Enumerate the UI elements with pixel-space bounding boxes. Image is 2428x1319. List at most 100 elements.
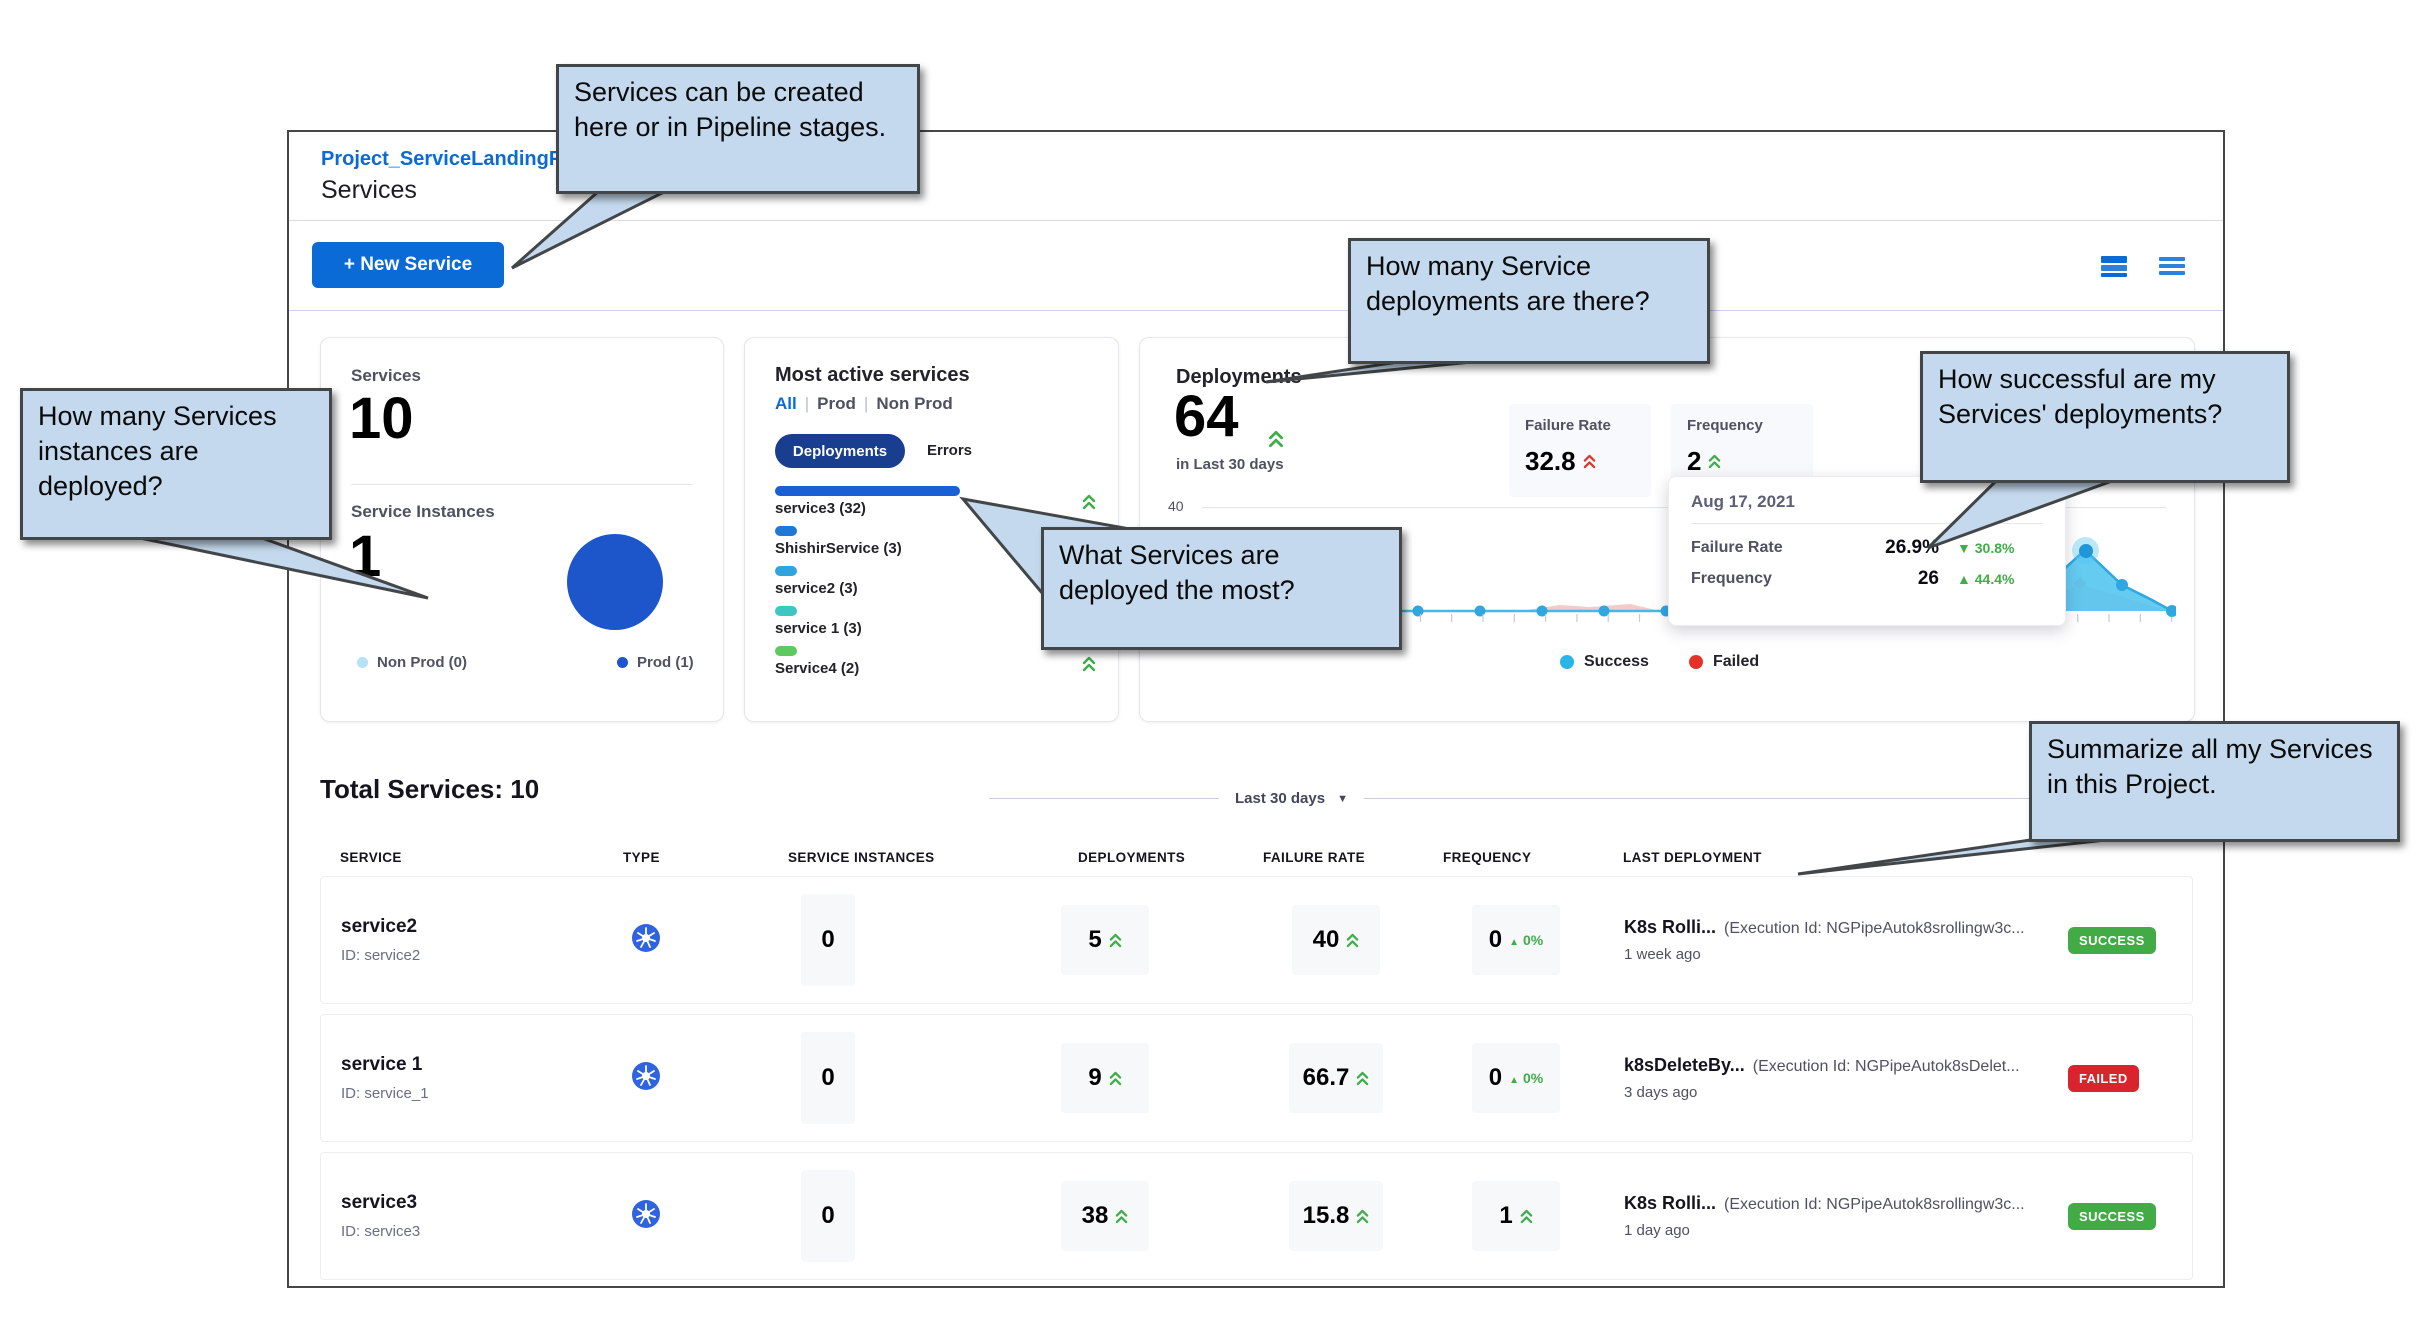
app-window: Project_ServiceLandingPag Services + New…	[287, 130, 2225, 1288]
active-service-bar: ShishirService (3)	[775, 526, 1055, 557]
breadcrumb[interactable]: Project_ServiceLandingPag	[321, 148, 586, 170]
bar-shape	[775, 486, 960, 496]
card-divider	[351, 484, 693, 485]
frequency-change: ▲ 0%	[1509, 1070, 1544, 1086]
chevrons-up-icon	[1109, 1071, 1121, 1085]
highlighted-data-point	[2072, 537, 2099, 564]
filter-prod[interactable]: Prod	[817, 394, 856, 413]
bar-shape	[775, 566, 797, 576]
callout-create-services: Services can be created here or in Pipel…	[556, 64, 920, 194]
kubernetes-icon	[632, 923, 660, 952]
col-service[interactable]: SERVICE	[340, 849, 402, 865]
failed-dot	[1688, 655, 1703, 669]
tooltip-frequency-change: ▲ 44.4%	[1957, 571, 2015, 587]
active-service-bar: service 1 (3)	[775, 606, 1055, 637]
table-row[interactable]: service 1 ID: service_1 0 9 66.7 0 ▲ 0% k8sDele…	[320, 1014, 2193, 1142]
chevrons-up-icon	[1583, 454, 1595, 469]
success-dot	[1560, 655, 1574, 669]
bar-label: service2 (3)	[775, 580, 858, 597]
table-row[interactable]: service3 ID: service3 0 38 15.8 1 K8s Rolli...…	[320, 1152, 2193, 1280]
y-axis-tick: 40	[1168, 498, 1184, 514]
bar-label: ShishirService (3)	[775, 540, 902, 557]
status-badge: SUCCESS	[2068, 926, 2156, 954]
chevrons-up-icon	[1357, 1071, 1369, 1085]
active-service-bar: Service4 (2)	[775, 646, 1055, 677]
instances-donut-chart	[567, 534, 663, 630]
failure-rate-label: Failure Rate	[1525, 417, 1611, 434]
chevrons-up-icon	[1109, 933, 1121, 947]
chevrons-up-icon	[1357, 1209, 1369, 1223]
chart-legend: Success Failed	[1560, 653, 1759, 671]
tooltip-frequency-label: Frequency	[1691, 570, 1772, 587]
filter-nonprod[interactable]: Non Prod	[876, 394, 953, 413]
deployment-time: 1 week ago	[1624, 946, 1701, 963]
chevron-down-icon[interactable]: ▼	[1337, 792, 1348, 805]
nonprod-dot	[357, 657, 368, 668]
col-service-instances[interactable]: SERVICE INSTANCES	[788, 849, 935, 865]
new-service-button[interactable]: + New Service	[312, 242, 504, 288]
grid-view-icon[interactable]	[2099, 254, 2129, 278]
services-label: Services	[351, 366, 421, 385]
frequency-value: 0 ▲ 0%	[1472, 905, 1560, 975]
callout-most-deployed: What Services are deployed the most?	[1041, 527, 1402, 650]
services-count: 10	[349, 386, 414, 451]
chevrons-up-icon	[1268, 430, 1284, 453]
bar-shape	[775, 526, 797, 536]
failure-rate-value: 32.8	[1525, 446, 1576, 476]
list-view-icon[interactable]	[2157, 254, 2187, 278]
tooltip-frequency-value: 26	[1917, 568, 1939, 589]
table-header-row: SERVICE TYPE SERVICE INSTANCES DEPLOYMEN…	[320, 838, 2193, 876]
col-frequency[interactable]: FREQUENCY	[1443, 849, 1532, 865]
service-name[interactable]: service3	[341, 1192, 418, 1213]
chevrons-up-icon	[1082, 494, 1096, 515]
chevrons-up-icon	[1082, 656, 1096, 677]
col-type[interactable]: TYPE	[623, 849, 660, 865]
deployment-time: 3 days ago	[1624, 1084, 1698, 1101]
failure-rate-value: 40	[1292, 905, 1380, 975]
active-service-bar: service3 (32)	[775, 486, 1055, 517]
legend-success-label: Success	[1584, 653, 1649, 670]
frequency-value: 2	[1687, 446, 1702, 476]
page-title: Services	[321, 176, 417, 204]
bar-shape	[775, 606, 797, 616]
deployments-toggle[interactable]: Deployments	[775, 434, 905, 468]
col-failure-rate[interactable]: FAILURE RATE	[1263, 849, 1366, 865]
chevrons-up-icon	[1116, 1209, 1128, 1223]
pipeline-name[interactable]: K8s Rolli...	[1624, 1193, 1717, 1213]
filter-all[interactable]: All	[775, 394, 797, 413]
table-row[interactable]: service2 ID: service2 0 5 40 0 ▲ 0% K8s Rolli..…	[320, 876, 2193, 1004]
service-name[interactable]: service2	[341, 916, 418, 937]
execution-id: (Execution Id: NGPipeAutok8sDelet...	[1752, 1058, 2020, 1075]
chart-tooltip: Aug 17, 2021 Failure Rate 26.9% ▼ 30.8% …	[1668, 476, 2066, 626]
callout-success: How successful are my Services' deployme…	[1920, 351, 2290, 483]
deployments-count: 64	[1174, 384, 1239, 449]
deployments-value: 9	[1061, 1043, 1149, 1113]
chevrons-up-icon	[1709, 454, 1721, 469]
service-id: ID: service3	[341, 1223, 421, 1240]
tooltip-failure-change: ▼ 30.8%	[1957, 540, 2015, 556]
bar-label: service3 (32)	[775, 500, 866, 517]
service-id: ID: service_1	[341, 1085, 429, 1102]
service-id: ID: service2	[341, 947, 421, 964]
active-service-bar: service2 (3)	[775, 566, 1055, 597]
frequency-change: ▲ 0%	[1509, 932, 1544, 948]
pipeline-name[interactable]: k8sDeleteBy...	[1624, 1055, 1745, 1075]
errors-toggle[interactable]: Errors	[927, 442, 973, 459]
execution-id: (Execution Id: NGPipeAutok8srollingw3c..…	[1724, 920, 2025, 937]
frequency-value: 0 ▲ 0%	[1472, 1043, 1560, 1113]
service-name[interactable]: service 1	[341, 1054, 423, 1075]
execution-id: (Execution Id: NGPipeAutok8srollingw3c..…	[1724, 1196, 2025, 1213]
col-last-deployment[interactable]: LAST DEPLOYMENT	[1623, 849, 1762, 865]
legend-failed-label: Failed	[1712, 653, 1760, 670]
bar-label: service 1 (3)	[775, 620, 862, 637]
tooltip-failure-label: Failure Rate	[1691, 539, 1783, 556]
kubernetes-icon	[632, 1061, 660, 1090]
pipeline-name[interactable]: K8s Rolli...	[1624, 917, 1717, 937]
bar-shape	[775, 646, 797, 656]
deployment-time: 1 day ago	[1624, 1222, 1690, 1239]
time-range-select[interactable]: Last 30 days	[1235, 790, 1326, 807]
header-divider	[289, 220, 2223, 221]
col-deployments[interactable]: DEPLOYMENTS	[1078, 849, 1186, 865]
frequency-value: 1	[1472, 1181, 1560, 1251]
chevrons-up-icon	[1520, 1209, 1532, 1223]
